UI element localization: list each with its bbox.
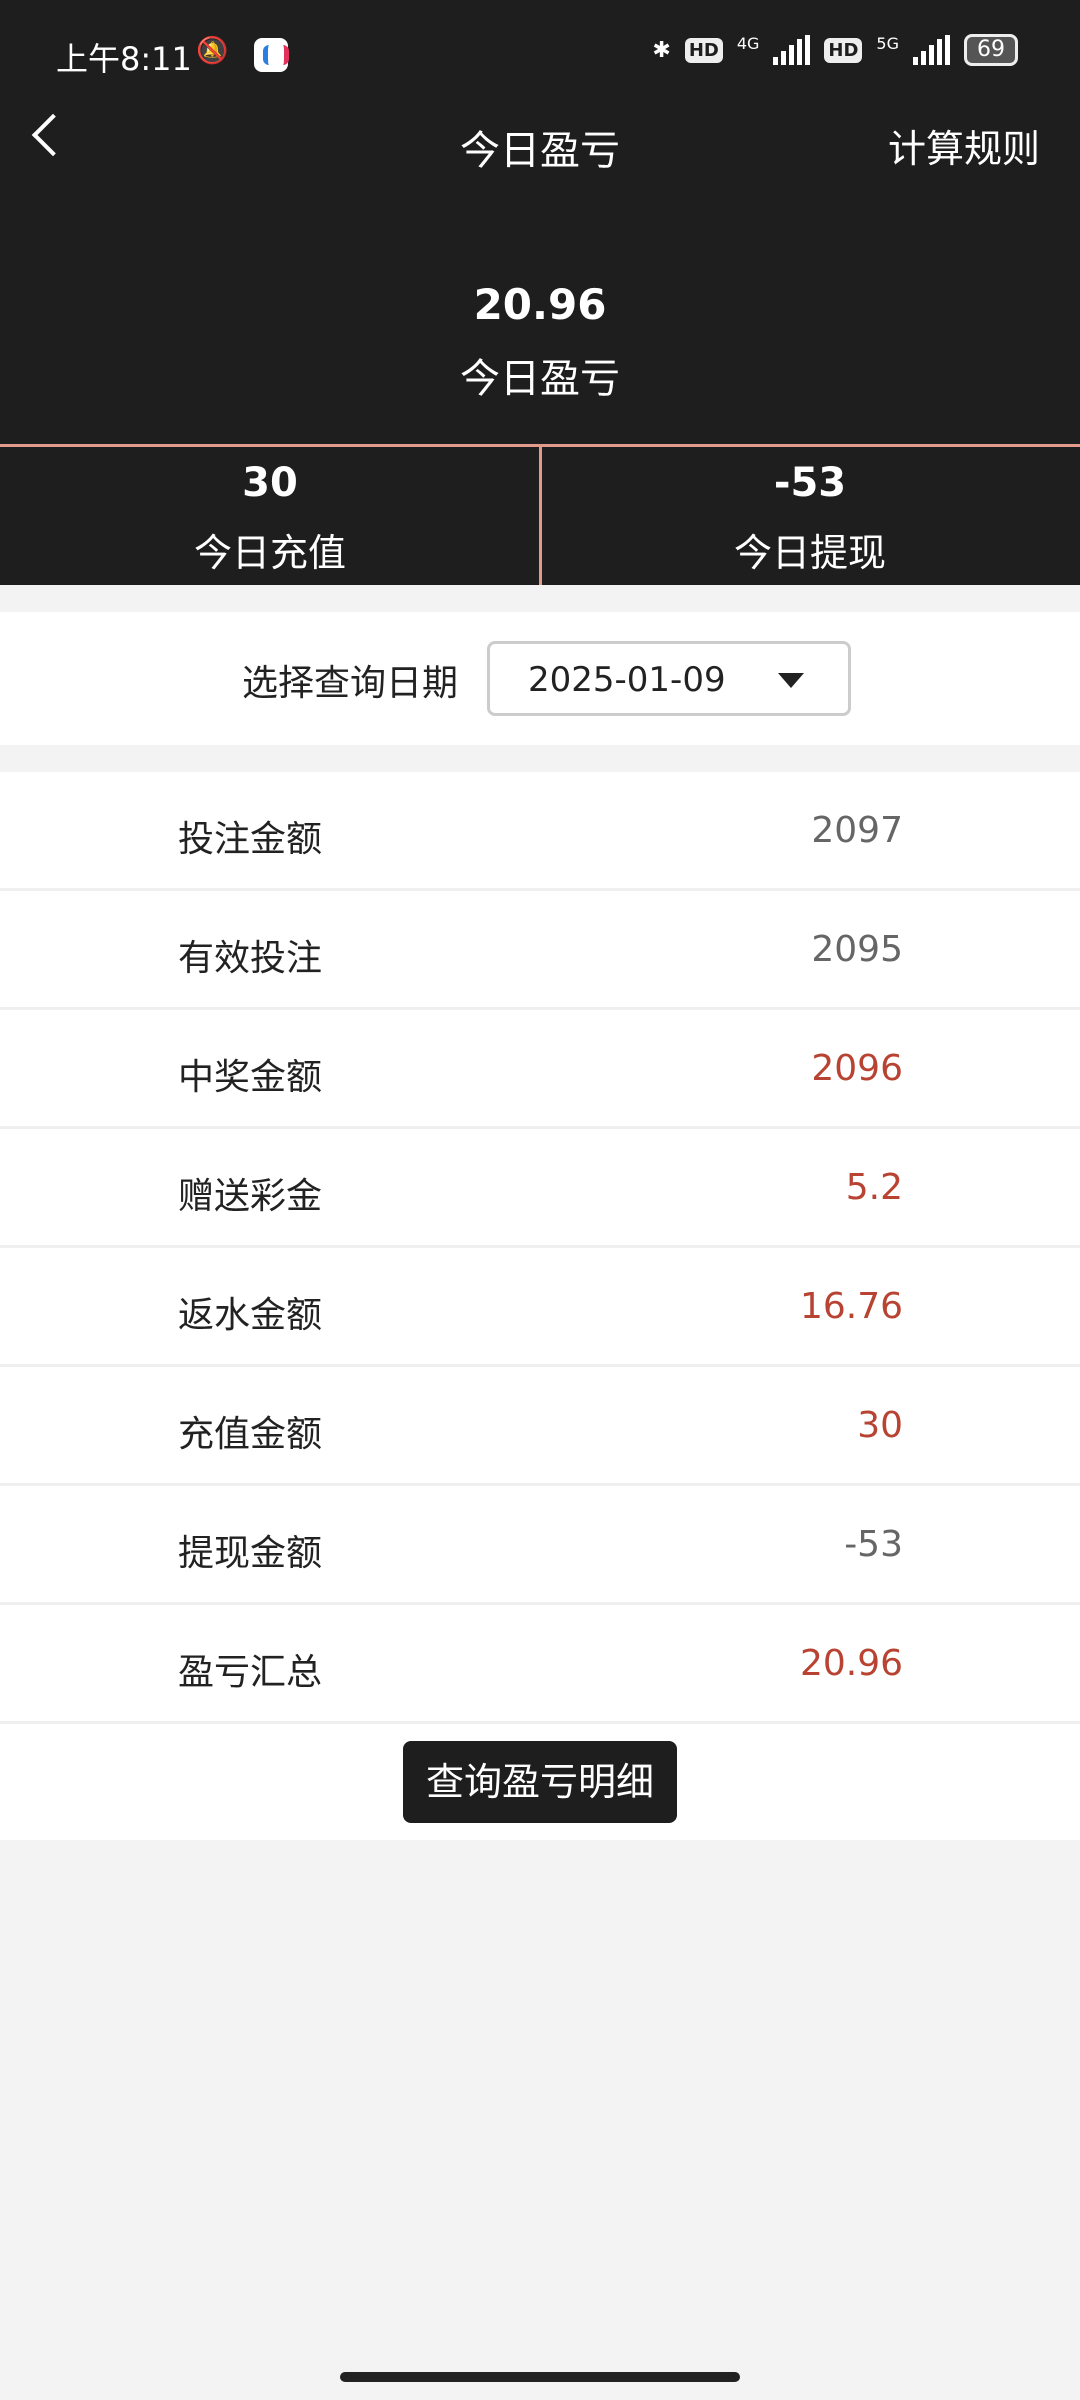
hd-badge: HD — [684, 37, 723, 63]
row-value: -53 — [844, 1524, 903, 1565]
row-value: 20.96 — [799, 1643, 903, 1684]
row-value: 30 — [857, 1405, 903, 1446]
row-label: 提现金额 — [178, 1533, 323, 1574]
caret-down-icon — [778, 673, 804, 688]
app-icon — [254, 38, 289, 72]
date-value: 2025-01-09 — [528, 660, 726, 700]
row-value: 2097 — [811, 810, 903, 851]
signal-icon — [913, 35, 950, 65]
row-label: 返水金额 — [178, 1295, 323, 1336]
row-label: 有效投注 — [178, 938, 323, 979]
network-4g: 4G — [736, 34, 760, 53]
stat-recharge: 30 今日充值 — [0, 460, 540, 577]
signal-icon — [773, 35, 811, 65]
bluetooth-icon: ✱ — [652, 37, 671, 63]
network-5g: 5G — [876, 34, 899, 53]
row-label: 充值金额 — [178, 1414, 323, 1455]
date-label: 选择查询日期 — [241, 663, 458, 704]
row-value: 2095 — [811, 929, 903, 970]
date-select[interactable]: 2025-01-09 — [487, 641, 851, 716]
list-item: 盈亏汇总 20.96 — [0, 1605, 1080, 1724]
date-filter: 选择查询日期 2025-01-09 — [0, 612, 1080, 745]
list-item: 投注金额 2097 — [0, 772, 1080, 891]
row-value: 16.76 — [799, 1286, 903, 1327]
divider — [0, 444, 1080, 447]
rules-button[interactable]: 计算规则 — [887, 127, 1040, 171]
button-area: 查询盈亏明细 — [0, 1724, 1080, 1840]
status-bar: 上午8:11 🔕 ✱ HD 4G HD 5G 69 — [0, 0, 1080, 110]
list-item: 充值金额 30 — [0, 1367, 1080, 1486]
stat-label: 今日提现 — [733, 531, 886, 575]
row-label: 赠送彩金 — [178, 1176, 323, 1217]
stat-value: 30 — [242, 460, 298, 506]
stat-value: -53 — [773, 460, 847, 506]
row-label: 盈亏汇总 — [178, 1652, 323, 1693]
stats-list: 投注金额 2097 有效投注 2095 中奖金额 2096 赠送彩金 5.2 返水金额 16.76… — [0, 772, 1080, 1724]
row-label: 中奖金额 — [178, 1057, 323, 1098]
list-item: 赠送彩金 5.2 — [0, 1129, 1080, 1248]
row-label: 投注金额 — [178, 819, 323, 860]
list-item: 中奖金额 2096 — [0, 1010, 1080, 1129]
battery-icon: 69 — [964, 34, 1018, 66]
home-indicator[interactable] — [340, 2372, 740, 2382]
list-item: 返水金额 16.76 — [0, 1248, 1080, 1367]
list-item: 提现金额 -53 — [0, 1486, 1080, 1605]
stat-withdraw: -53 今日提现 — [540, 460, 1080, 577]
stat-label: 今日充值 — [193, 531, 346, 575]
hd-badge: HD — [824, 37, 863, 63]
mute-bell-icon: 🔕 — [196, 36, 229, 66]
header-panel: 上午8:11 🔕 ✱ HD 4G HD 5G 69 今日盈亏 计算规则 20.9… — [0, 0, 1080, 585]
profit-value: 20.96 — [473, 280, 607, 329]
profit-label: 今日盈亏 — [460, 356, 620, 402]
row-value: 5.2 — [845, 1167, 903, 1208]
row-value: 2096 — [811, 1048, 903, 1089]
status-time: 上午8:11 — [56, 40, 192, 78]
list-item: 有效投注 2095 — [0, 891, 1080, 1010]
page-title: 今日盈亏 — [460, 128, 620, 174]
query-detail-button[interactable]: 查询盈亏明细 — [403, 1741, 677, 1823]
divider — [539, 447, 542, 585]
